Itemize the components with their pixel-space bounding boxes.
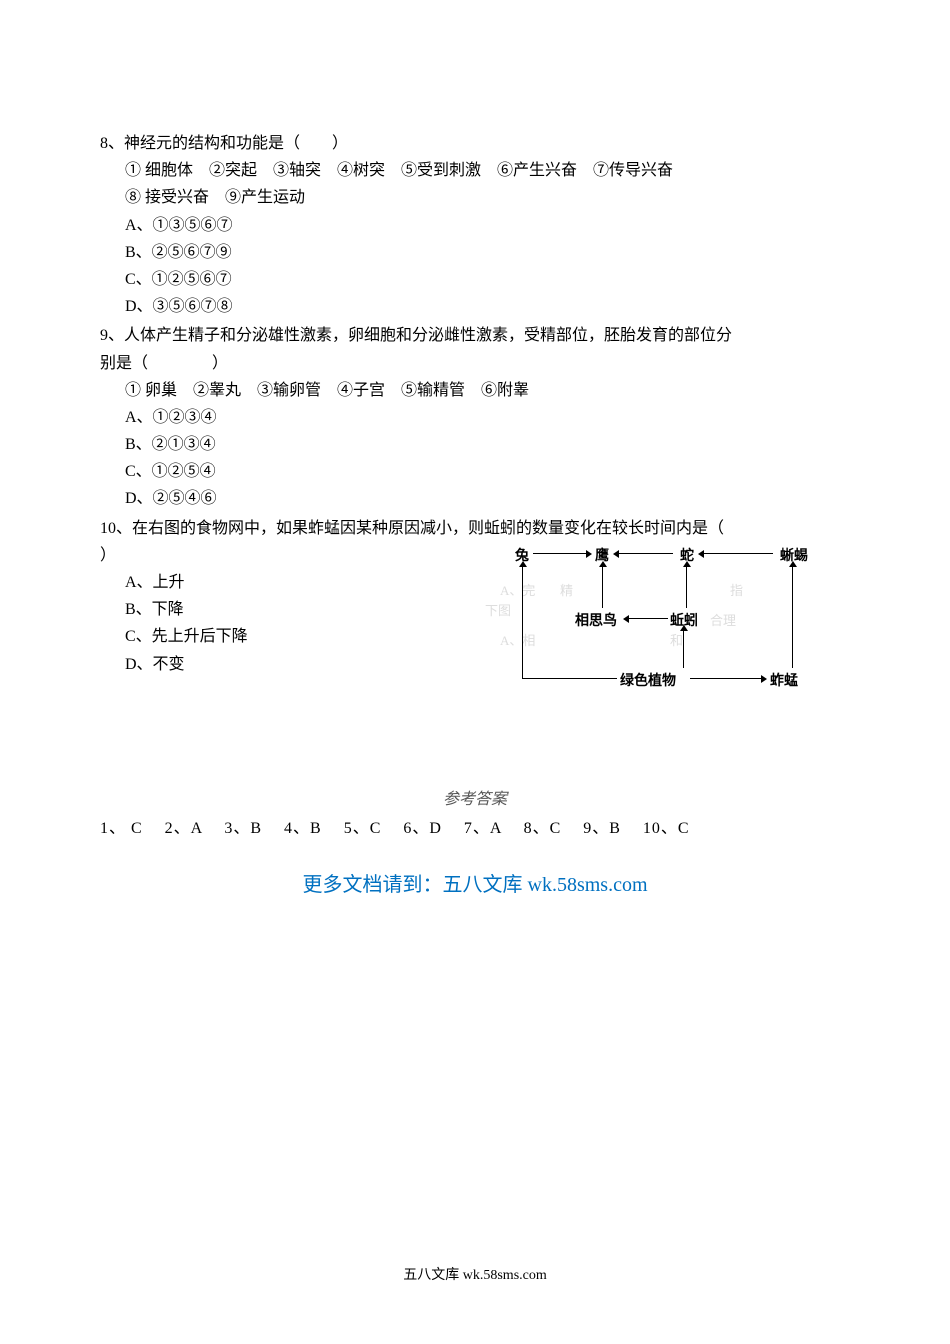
q10-option-d: D、不变 [100,651,248,678]
q8-option-a: A、①③⑤⑥⑦ [100,212,850,239]
arrow-plant-rabbit-v [522,565,523,678]
question-8: 8、神经元的结构和功能是（ ） ① 细胞体 ②突起 ③轴突 ④树突 ⑤受到刺激 … [100,130,850,320]
q10-option-c: C、先上升后下降 [100,623,248,650]
arrowhead-worm-snake [683,561,691,567]
arrow-plant-rabbit-h [522,678,617,679]
arrow-rabbit-eagle [533,553,588,554]
q10-option-b: B、下降 [100,596,248,623]
q9-stem: 9、人体产生精子和分泌雄性激素，卵细胞和分泌雌性激素，受精部位，胚胎发育的部位分 [100,322,850,349]
arrowhead-worm-bird [623,615,629,623]
q9-option-d: D、②⑤④⑥ [100,485,850,512]
faded-1: A、完 [500,580,535,599]
q9-stem2: 别是（ ） [100,350,850,377]
arrow-worm-bird [628,618,668,619]
faded-6: 指 [730,580,743,599]
arrowhead-plant-grasshopper [761,675,767,683]
answer-title: 参考答案 [100,785,850,809]
faded-3: A、相 [500,630,535,649]
footer-text: 五八文库 wk.58sms.com [0,1264,950,1284]
q8-option-b: B、②⑤⑥⑦⑨ [100,239,850,266]
q10-option-a: A、上升 [100,569,248,596]
arrowhead-lizard-snake [698,550,704,558]
arrowhead-rabbit-eagle [586,550,592,558]
arrowhead-bird-eagle [599,561,607,567]
arrow-plant-grasshopper [690,678,763,679]
q8-items2: ⑧ 接受兴奋 ⑨产生运动 [100,184,850,211]
arrow-worm-snake [686,565,687,608]
q8-option-d: D、③⑤⑥⑦⑧ [100,293,850,320]
q8-option-c: C、①②⑤⑥⑦ [100,266,850,293]
q9-option-c: C、①②⑤④ [100,458,850,485]
q9-option-a: A、①②③④ [100,404,850,431]
arrow-lizard-snake [703,553,773,554]
question-9: 9、人体产生精子和分泌雄性激素，卵细胞和分泌雌性激素，受精部位，胚胎发育的部位分… [100,322,850,512]
node-grasshopper: 蚱蜢 [770,670,798,690]
q8-items: ① 细胞体 ②突起 ③轴突 ④树突 ⑤受到刺激 ⑥产生兴奋 ⑦传导兴奋 [100,157,850,184]
arrow-snake-eagle [618,553,673,554]
node-plant: 绿色植物 [620,670,676,690]
faded-4: 合理 [710,610,736,629]
answer-line: 1、 C 2、A 3、B 4、B 5、C 6、D 7、A 8、C 9、B 10、… [100,814,850,838]
q9-items: ① 卵巢 ②睾丸 ③输卵管 ④子宫 ⑤输精管 ⑥附睾 [100,377,850,404]
faded-7: 和 [670,630,683,649]
more-docs-link[interactable]: 更多文档请到：五八文库 wk.58sms.com [100,868,850,897]
faded-5: 精 [560,580,573,599]
arrowhead-snake-eagle [613,550,619,558]
arrow-bird-eagle [602,565,603,608]
q9-option-b: B、②①③④ [100,431,850,458]
arrow-grasshopper-lizard [792,565,793,668]
food-web-diagram: 兔 鹰 蛇 蜥蜴 相思鸟 蚯蚓 绿色植物 蚱蜢 A、完 下图 A、相 合理 精 … [500,530,830,700]
node-bird: 相思鸟 [575,610,617,630]
arrowhead-plant-worm [680,625,688,631]
arrowhead-grasshopper-lizard [789,561,797,567]
q8-stem: 8、神经元的结构和功能是（ ） [100,130,850,157]
arrowhead-plant-rabbit [519,561,527,567]
arrow-plant-worm [683,628,684,668]
faded-2: 下图 [485,600,511,619]
